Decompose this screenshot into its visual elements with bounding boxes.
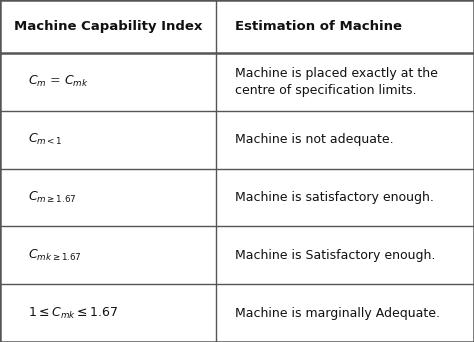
Text: $\mathit{C}_{m \geq 1.67}$: $\mathit{C}_{m \geq 1.67}$ (28, 190, 77, 205)
Text: $\mathit{C}_{m}$ = $\mathit{C}_{mk}$: $\mathit{C}_{m}$ = $\mathit{C}_{mk}$ (28, 74, 89, 90)
Text: $\mathit{C}_{m < 1}$: $\mathit{C}_{m < 1}$ (28, 132, 63, 147)
Text: Estimation of Machine: Estimation of Machine (235, 20, 401, 33)
Text: Machine is satisfactory enough.: Machine is satisfactory enough. (235, 191, 434, 204)
Text: Machine is Satisfactory enough.: Machine is Satisfactory enough. (235, 249, 435, 262)
Text: Machine Capability Index: Machine Capability Index (14, 20, 202, 33)
Text: Machine is not adequate.: Machine is not adequate. (235, 133, 393, 146)
Text: Machine is placed exactly at the
centre of specification limits.: Machine is placed exactly at the centre … (235, 67, 438, 97)
Text: $\mathit{C}_{mk \geq 1.67}$: $\mathit{C}_{mk \geq 1.67}$ (28, 248, 82, 263)
Text: Machine is marginally Adequate.: Machine is marginally Adequate. (235, 306, 439, 320)
Text: $1 \leq \mathit{C}_{mk} \leq 1.67$: $1 \leq \mathit{C}_{mk} \leq 1.67$ (28, 305, 118, 321)
